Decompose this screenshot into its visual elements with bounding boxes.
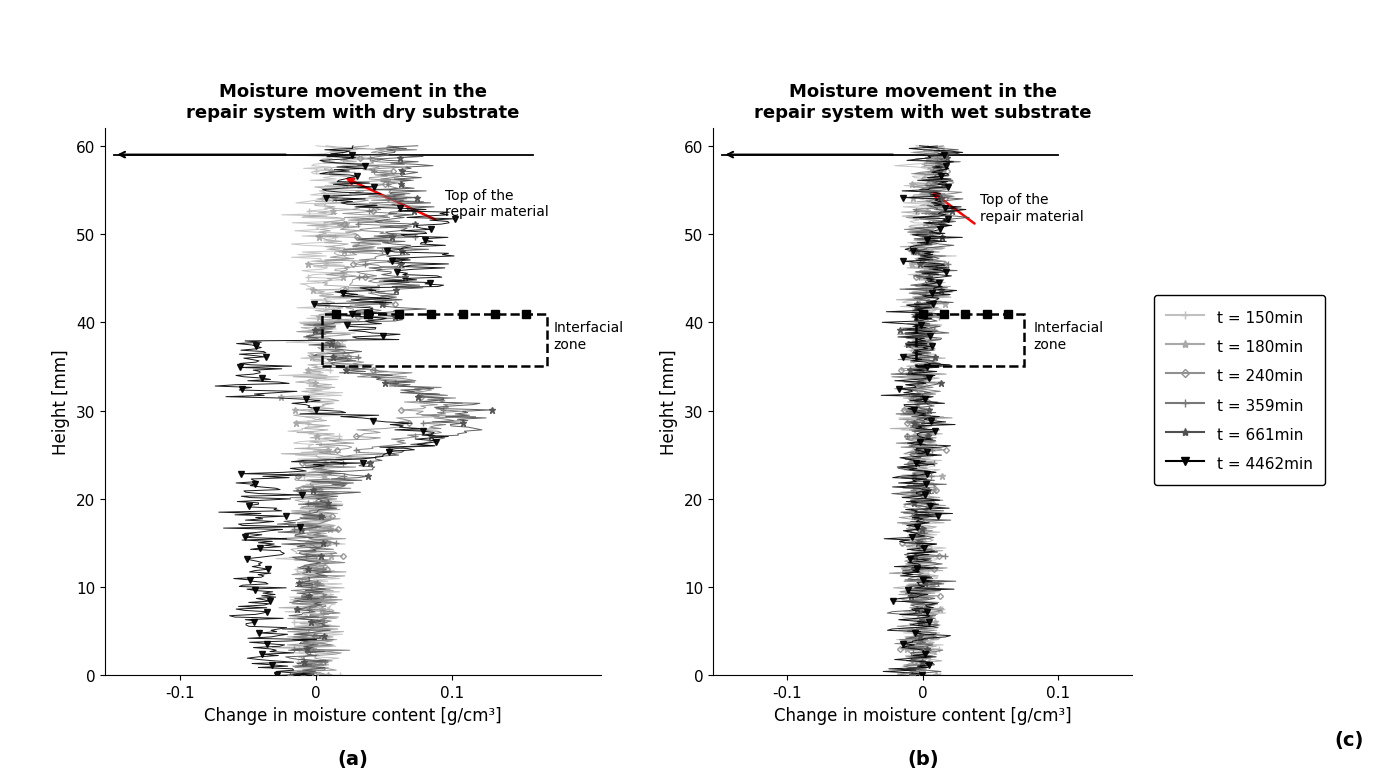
X-axis label: Change in moisture content [g/cm³]: Change in moisture content [g/cm³] <box>204 706 502 724</box>
Text: Top of the
repair material: Top of the repair material <box>980 193 1083 223</box>
Y-axis label: Height [mm]: Height [mm] <box>660 349 678 455</box>
Legend: t = 150min, t = 180min, t = 240min, t = 359min, t = 661min, t = 4462min: t = 150min, t = 180min, t = 240min, t = … <box>1153 296 1325 485</box>
Bar <box>323 314 547 367</box>
Text: (a): (a) <box>337 750 369 769</box>
Text: Top of the
repair material: Top of the repair material <box>445 189 548 219</box>
Text: (c): (c) <box>1334 730 1364 749</box>
Title: Moisture movement in the
repair system with dry substrate: Moisture movement in the repair system w… <box>186 83 520 122</box>
Title: Moisture movement in the
repair system with wet substrate: Moisture movement in the repair system w… <box>754 83 1092 122</box>
Y-axis label: Height [mm]: Height [mm] <box>52 349 70 455</box>
Text: Interfacial
zone: Interfacial zone <box>1033 321 1104 351</box>
Bar <box>916 314 1025 367</box>
Text: Interfacial
zone: Interfacial zone <box>554 321 624 351</box>
Text: (b): (b) <box>907 750 938 769</box>
X-axis label: Change in moisture content [g/cm³]: Change in moisture content [g/cm³] <box>774 706 1071 724</box>
